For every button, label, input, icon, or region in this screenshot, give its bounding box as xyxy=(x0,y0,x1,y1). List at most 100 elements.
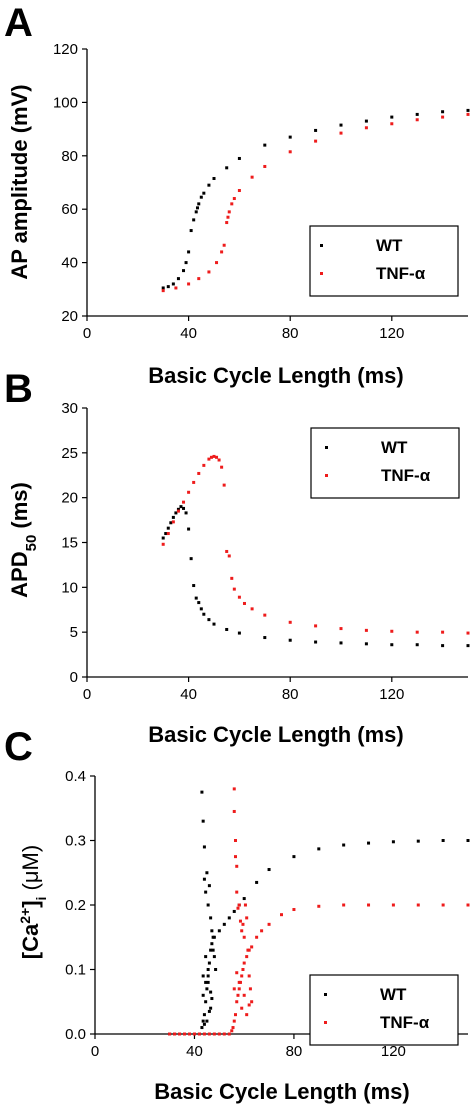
panel-c-point-wt xyxy=(222,922,226,926)
panel-a-point-wt xyxy=(194,210,198,214)
panel-a-point-tnf xyxy=(227,210,231,214)
panel-b-point-tnf xyxy=(209,455,213,459)
panel-c-point-tnf xyxy=(247,974,251,978)
panel-c-point-tnf xyxy=(235,1000,239,1004)
panel-c-point-tnf xyxy=(243,903,247,907)
panel-c-point-tnf xyxy=(233,839,237,842)
panel-c-point-tnf xyxy=(232,1019,236,1023)
panel-a-x-axis-title: Basic Cycle Length (ms) xyxy=(148,363,404,388)
panel-b-legend-label-wt: WT xyxy=(381,438,408,457)
panel-c-point-wt xyxy=(214,968,218,971)
panel-c-y-tick-label: 0.0 xyxy=(65,1026,86,1043)
panel-b-plot-area: 0 5 10 15 20 25 30 0 40 80 120 xyxy=(61,400,470,703)
panel-a-x-tick-label: 80 xyxy=(282,325,299,342)
panel-c-point-tnf xyxy=(168,1032,172,1036)
panel-a-legend-label-wt: WT xyxy=(376,236,403,255)
panel-a-point-wt xyxy=(441,110,445,114)
panel-c-point-tnf xyxy=(267,922,271,926)
panel-c-point-tnf xyxy=(250,1000,254,1004)
panel-b-point-tnf xyxy=(171,520,175,524)
panel-a-legend-marker-tnf xyxy=(320,272,323,275)
panel-c-legend-label-wt: WT xyxy=(380,985,407,1004)
panel-b-x-tick-label: 40 xyxy=(180,686,197,703)
panel-b-point-tnf xyxy=(202,463,206,467)
panel-b-point-wt xyxy=(197,601,201,605)
panel-c-point-wt xyxy=(232,909,236,913)
panel-c-point-tnf xyxy=(202,1032,206,1036)
panel-a-x-tick-label: 0 xyxy=(83,325,91,342)
panel-c-point-tnf xyxy=(233,855,237,859)
panel-c-point-tnf xyxy=(241,968,245,971)
panel-b-y-tick-label: 30 xyxy=(61,400,78,417)
panel-b-point-wt xyxy=(176,507,180,511)
panel-c-point-wt xyxy=(466,839,470,842)
panel-b-point-tnf xyxy=(215,455,219,459)
panel-b-point-wt xyxy=(466,644,470,648)
panel-a-y-tick-label: 80 xyxy=(61,148,78,165)
panel-b-point-tnf xyxy=(230,576,234,580)
panel-c-point-tnf xyxy=(231,1026,235,1030)
panel-c-point-tnf xyxy=(227,1032,231,1036)
panel-b-point-tnf xyxy=(212,454,216,458)
panel-b-point-tnf xyxy=(220,465,224,469)
panel-b-point-wt xyxy=(202,612,206,616)
panel-c-y-tick-label: 0.1 xyxy=(65,962,86,979)
panel-a-point-wt xyxy=(263,143,267,147)
panel-a-point-wt xyxy=(390,115,394,119)
panel-a: A 20 40 60 80 100 120 0 40 80 120 AP amplitude (m… xyxy=(4,1,470,388)
panel-a-point-tnf xyxy=(230,202,234,206)
panel-b-point-wt xyxy=(171,515,175,519)
panel-a-point-wt xyxy=(212,176,216,180)
panel-b-y-tick-label: 15 xyxy=(61,535,78,552)
panel-c-point-tnf xyxy=(237,987,241,991)
panel-c-point-wt xyxy=(207,1009,211,1013)
panel-c-point-wt xyxy=(267,868,271,872)
panel-a-point-tnf xyxy=(161,289,165,293)
panel-a-point-wt xyxy=(166,285,170,289)
panel-c-x-axis-title: Basic Cycle Length (ms) xyxy=(154,1079,410,1104)
panel-a-point-tnf xyxy=(390,122,394,126)
panel-c-point-wt xyxy=(207,961,211,965)
panel-c-point-wt xyxy=(209,990,213,994)
panel-c-point-wt xyxy=(211,948,215,952)
panel-c-point-tnf xyxy=(235,971,239,975)
panel-c-point-wt xyxy=(317,847,321,851)
panel-c-legend-marker-tnf xyxy=(324,1021,327,1024)
panel-c-point-tnf xyxy=(236,993,240,997)
panel-a-point-tnf xyxy=(215,261,219,265)
panel-a-y-tick-label: 100 xyxy=(53,94,78,111)
panel-c-point-tnf xyxy=(217,1032,221,1036)
panel-c-point-tnf xyxy=(233,1013,237,1017)
panel-b-point-tnf xyxy=(288,620,292,624)
panel-a-point-wt xyxy=(314,128,318,132)
panel-a-point-wt xyxy=(225,166,229,170)
panel-a-point-wt xyxy=(192,218,196,222)
panel-b-point-wt xyxy=(189,557,193,561)
panel-c-point-wt xyxy=(292,855,296,859)
panel-a-point-tnf xyxy=(339,131,343,135)
panel-b-legend-box xyxy=(310,427,460,499)
panel-a-point-wt xyxy=(195,206,199,210)
panel-c-point-wt xyxy=(201,974,205,978)
panel-b-point-wt xyxy=(194,596,198,600)
panel-a-point-wt xyxy=(466,108,470,112)
panel-b-y-label-main: APD xyxy=(7,551,32,597)
panel-c-point-wt xyxy=(210,997,214,1001)
panel-c-point-tnf xyxy=(183,1032,187,1036)
panel-b-x-axis-title: Basic Cycle Length (ms) xyxy=(148,722,404,747)
panel-b-label: B xyxy=(4,367,33,411)
panel-a-point-wt xyxy=(207,183,211,187)
panel-a-point-wt xyxy=(288,135,292,139)
panel-b-point-wt xyxy=(182,506,186,510)
panel-a-point-tnf xyxy=(237,189,241,193)
panel-c-point-tnf xyxy=(192,1032,196,1036)
panel-a-point-wt xyxy=(197,202,201,206)
panel-a-plot-area: 20 40 60 80 100 120 0 40 80 120 xyxy=(53,41,470,342)
panel-c-point-wt xyxy=(200,1026,204,1030)
panel-c-point-wt xyxy=(204,980,208,984)
panel-c-y-tick-label: 0.3 xyxy=(65,833,86,850)
panel-b-legend-marker-tnf xyxy=(325,474,328,477)
panel-c-y-label-pre: [Ca xyxy=(18,923,43,959)
panel-b-point-tnf xyxy=(364,628,368,632)
panel-c-point-wt xyxy=(212,955,216,959)
